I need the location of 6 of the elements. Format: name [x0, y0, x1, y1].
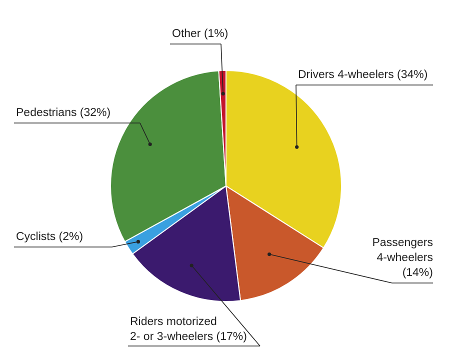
slice-label: Other (1%)	[172, 28, 228, 40]
slice-label: Drivers 4-wheelers (34%)	[298, 69, 428, 81]
slice-label: Passengers 4-wheelers (14%)	[372, 237, 434, 279]
slice-label: Cyclists (2%)	[16, 231, 84, 243]
slice-label: Riders motorized 2- or 3-wheelers (17%)	[130, 316, 248, 343]
slice-label: Pedestrians (32%)	[16, 107, 111, 119]
